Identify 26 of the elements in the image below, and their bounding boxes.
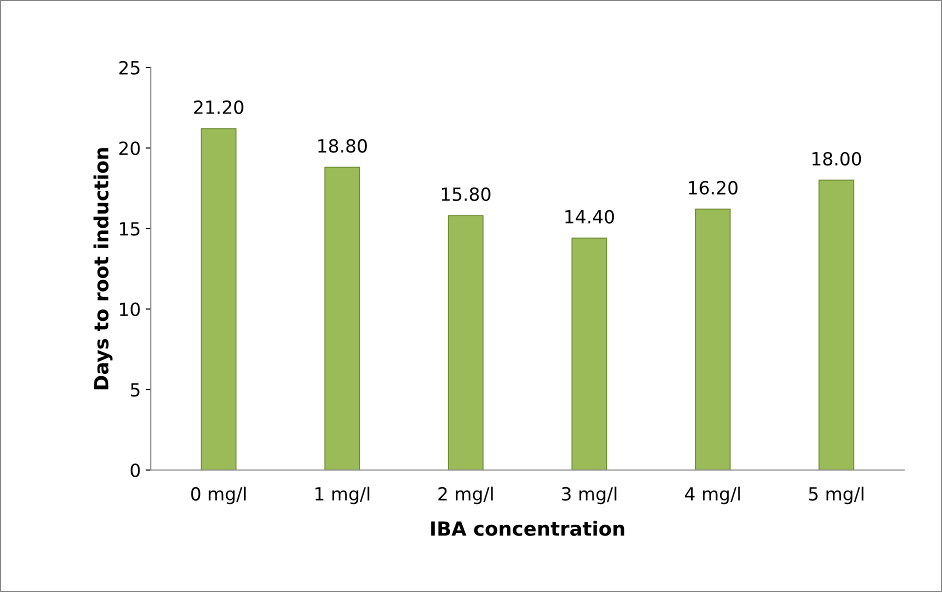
x-tick-label: 2 mg/l: [438, 486, 493, 504]
bar: [200, 128, 237, 470]
data-label: 15.80: [442, 187, 490, 202]
bar: [324, 166, 360, 470]
x-axis-title: IBA concentration: [431, 520, 624, 536]
x-tick-label: 1 mg/l: [316, 486, 370, 504]
y-tick-label: 5: [130, 383, 140, 397]
x-tick-label: 3 mg/l: [562, 486, 616, 504]
x-tick-label: 4 mg/l: [685, 486, 740, 504]
y-tick-label: 0: [130, 464, 140, 478]
bar: [818, 180, 854, 470]
data-label: 18.00: [812, 152, 862, 166]
data-label: 16.20: [688, 180, 738, 195]
data-label: 14.40: [565, 210, 614, 224]
y-tick-label: 15: [120, 222, 140, 236]
x-tick-label: 5 mg/l: [809, 486, 864, 504]
y-axis-title: Days to root induction: [93, 148, 112, 390]
data-label: 18.80: [318, 139, 367, 153]
bar: [448, 215, 484, 470]
bar: [571, 238, 608, 470]
x-tick-label: 0 mg/l: [191, 486, 246, 504]
data-label: 21.20: [194, 100, 244, 114]
y-tick-label: 20: [119, 141, 140, 156]
bar: [694, 208, 731, 470]
y-tick-label: 25: [119, 60, 140, 75]
y-tick-label: 10: [120, 302, 140, 316]
